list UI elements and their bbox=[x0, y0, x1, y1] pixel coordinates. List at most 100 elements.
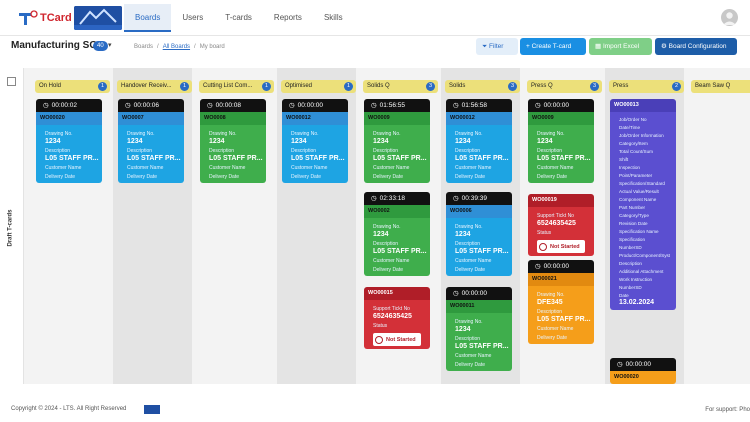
tcard[interactable]: ◷ 01:56:58 WO00012 Drawing No. 1234 Descri… bbox=[446, 99, 512, 183]
card-timer: ◷ 00:00:00 bbox=[610, 358, 676, 371]
column-header[interactable]: Handover Receiv... 1 bbox=[117, 80, 192, 93]
column-header[interactable]: On Hold 1 bbox=[35, 80, 110, 93]
tcard[interactable]: ◷ 00:00:00 WO00012 Drawing No. 1234 Descri… bbox=[282, 99, 348, 183]
nav-reports[interactable]: Reports bbox=[273, 13, 302, 22]
user-avatar[interactable] bbox=[721, 9, 738, 26]
card-field-label: Job/Order No bbox=[619, 117, 647, 122]
card-field-label: Part Number bbox=[619, 205, 646, 210]
clock-icon: ◷ bbox=[125, 102, 131, 109]
column-header[interactable]: Optimised 1 bbox=[281, 80, 356, 93]
clock-icon: ◷ bbox=[289, 102, 295, 109]
breadcrumb-all-boards[interactable]: All Boards bbox=[162, 44, 191, 50]
clock-icon: ◷ bbox=[371, 195, 377, 202]
column-count-badge: 3 bbox=[590, 82, 599, 91]
tcard[interactable]: WO00019 Support Tickt No 6524635425 Statu… bbox=[528, 194, 594, 256]
status-badge: Not Started bbox=[537, 240, 585, 253]
tcard[interactable]: WO00015 Support Tickt No 6524635425 Statu… bbox=[364, 287, 430, 349]
expand-drafts-icon[interactable] bbox=[7, 77, 16, 86]
column-header[interactable]: Beam Saw Q1 bbox=[691, 80, 750, 93]
column-beam-saw-q: Beam Saw Q1 bbox=[687, 68, 750, 384]
card-body: Drawing No. DFE345 Description L05 STAFF P… bbox=[528, 286, 594, 344]
card-timer: ◷ 00:00:08 bbox=[200, 99, 266, 112]
breadcrumb-boards[interactable]: Boards bbox=[134, 44, 154, 50]
breadcrumb-separator-icon: / bbox=[157, 44, 159, 50]
card-field-label: Specification Name bbox=[619, 229, 659, 234]
column-header[interactable]: Cutting List Com... 1 bbox=[199, 80, 274, 93]
footer-logo-icon bbox=[144, 405, 160, 414]
column-count-badge: 1 bbox=[262, 82, 271, 91]
nav-skills[interactable]: Skills bbox=[323, 13, 343, 22]
excel-icon: ▦ bbox=[595, 43, 603, 50]
tcard[interactable]: ◷ 00:00:00 WO00011 Drawing No. 1234 Descri… bbox=[446, 287, 512, 371]
card-field-label: Product/Component/Syst bbox=[619, 253, 671, 258]
card-id: WO00012 bbox=[446, 112, 512, 125]
filter-button[interactable]: ⏷ Filter bbox=[476, 38, 518, 55]
kanban-board: Draft T-cards On Hold 1 ◷ 00:00:02 WO00020… bbox=[0, 68, 750, 384]
clock-icon: ◷ bbox=[617, 361, 623, 368]
card-id: WO0009 bbox=[364, 112, 430, 125]
breadcrumb: Boards / All Boards / My board bbox=[134, 44, 225, 50]
card-timer: ◷ 00:00:00 bbox=[528, 99, 594, 112]
tcard[interactable]: ◷ 00:00:00 WO00021 Drawing No. DFE345 Desc… bbox=[528, 260, 594, 344]
nav-boards[interactable]: Boards bbox=[124, 4, 172, 32]
tcard[interactable]: WO00013 Job/Order No Date/Time Job/Order I… bbox=[610, 99, 676, 310]
card-timer: ◷ 00:00:00 bbox=[282, 99, 348, 112]
tcard[interactable]: ◷ 00:00:00 WO00020 bbox=[610, 358, 676, 384]
card-id: WO0006 bbox=[446, 205, 512, 218]
card-body: Drawing No. 1234 Description L05 STAFF PR.… bbox=[118, 125, 184, 183]
card-count-badge: 40 bbox=[93, 41, 108, 51]
status-circle-icon bbox=[375, 335, 383, 344]
card-id: WO00011 bbox=[446, 300, 512, 313]
copyright-text: Copyright © 2024 - LTS. All Right Reserv… bbox=[11, 406, 127, 412]
card-id: WO0007 bbox=[118, 112, 184, 125]
tcard[interactable]: ◷ 00:39:39 WO0006 Drawing No. 1234 Descrip… bbox=[446, 192, 512, 276]
create-tcard-button[interactable]: + Create T-card bbox=[520, 38, 586, 55]
column-header[interactable]: Solids 3 bbox=[445, 80, 520, 93]
card-field-label: Date bbox=[619, 293, 629, 298]
card-body: Drawing No. 1234 Description L05 STAFF PR.… bbox=[446, 218, 512, 276]
card-id: WO00019 bbox=[528, 194, 594, 207]
card-field-label: Additional Attachment bbox=[619, 269, 664, 274]
card-field-label: Specification/Standard bbox=[619, 181, 665, 186]
app-logo[interactable]: TCard bbox=[18, 8, 72, 28]
tcard[interactable]: ◷ 01:56:55 WO0009 Drawing No. 1234 Descrip… bbox=[364, 99, 430, 183]
board-dropdown-chevron-icon[interactable]: ▾ bbox=[108, 42, 112, 49]
column-count-badge: 1 bbox=[98, 82, 107, 91]
column-count-badge: 3 bbox=[426, 82, 435, 91]
settings-icon: ⚙ bbox=[661, 43, 669, 50]
card-timer: ◷ 00:00:00 bbox=[528, 260, 594, 273]
column-count-badge: 2 bbox=[672, 82, 681, 91]
company-logo-image bbox=[74, 6, 122, 30]
column-press: Press 2 WO00013 Job/Order No Date/Time Job/… bbox=[605, 68, 684, 384]
tcard[interactable]: ◷ 02:33:18 WO0002 Drawing No. 1234 Descrip… bbox=[364, 192, 430, 276]
card-field-label: Point/Parameter bbox=[619, 173, 653, 178]
import-excel-button[interactable]: ▦ Import Excel bbox=[589, 38, 652, 55]
clock-icon: ◷ bbox=[453, 290, 459, 297]
column-header[interactable]: Press 2 bbox=[609, 80, 684, 93]
filter-icon: ⏷ bbox=[482, 43, 490, 50]
nav-tcards[interactable]: T-cards bbox=[225, 13, 252, 22]
card-id: WO0008 bbox=[200, 112, 266, 125]
board-configuration-button[interactable]: ⚙ Board Configuration bbox=[655, 38, 737, 55]
top-navbar: TCard Boards Users T-cards Reports Skill… bbox=[0, 0, 750, 36]
tcard[interactable]: ◷ 00:00:00 WO0009 Drawing No. 1234 Descrip… bbox=[528, 99, 594, 183]
draft-tcards-label: Draft T-cards bbox=[7, 209, 14, 247]
card-field-label: NumberSD bbox=[619, 245, 642, 250]
tcard[interactable]: ◷ 00:00:08 WO0008 Drawing No. 1234 Descrip… bbox=[200, 99, 266, 183]
card-field-label: Category/Item bbox=[619, 141, 648, 146]
card-field-label: Work Instruction bbox=[619, 277, 653, 282]
tcard[interactable]: ◷ 00:00:06 WO0007 Drawing No. 1234 Descrip… bbox=[118, 99, 184, 183]
nav-users[interactable]: Users bbox=[182, 13, 204, 22]
card-field-label: Specification bbox=[619, 237, 646, 242]
column-solids: Solids 3 ◷ 01:56:58 WO00012 Drawing No. 123… bbox=[441, 68, 520, 384]
card-id: WO0002 bbox=[364, 205, 430, 218]
tcard[interactable]: ◷ 00:00:02 WO00020 Drawing No. 1234 Descri… bbox=[36, 99, 102, 183]
card-field-label: Description bbox=[619, 261, 642, 266]
card-field-label: Date/Time bbox=[619, 125, 641, 130]
main-nav: Boards Users T-cards Reports Skills bbox=[124, 4, 354, 34]
card-timer: ◷ 01:56:58 bbox=[446, 99, 512, 112]
status-circle-icon bbox=[539, 242, 547, 251]
